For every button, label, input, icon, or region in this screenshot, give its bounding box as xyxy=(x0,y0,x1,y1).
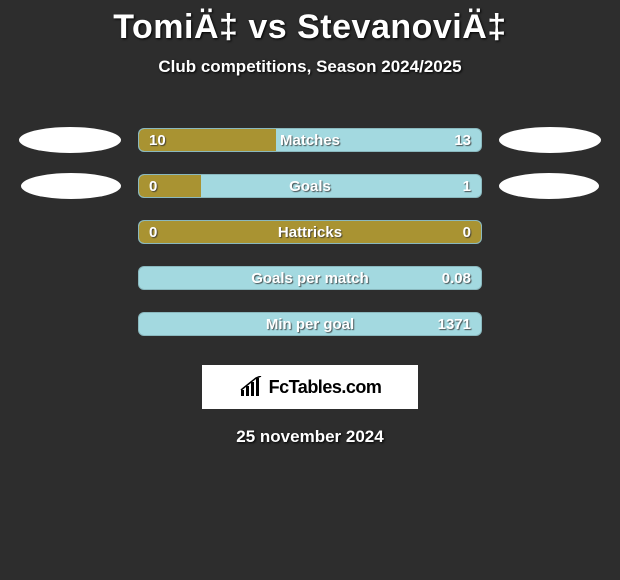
stat-bar: Min per goal1371 xyxy=(138,312,482,336)
stat-right-value: 1 xyxy=(463,175,471,197)
page-title: TomiÄ‡ vs StevanoviÄ‡ xyxy=(0,0,620,47)
stat-label: Min per goal xyxy=(139,313,481,335)
stat-row: Min per goal1371 xyxy=(0,301,620,347)
stat-bar: Goals per match0.08 xyxy=(138,266,482,290)
player-right-marker xyxy=(499,127,601,153)
stat-row: 10Matches13 xyxy=(0,117,620,163)
stat-row: 0Goals1 xyxy=(0,163,620,209)
stat-row: Goals per match0.08 xyxy=(0,255,620,301)
stat-bar: 10Matches13 xyxy=(138,128,482,152)
logo-text: FcTables.com xyxy=(269,377,382,398)
chart-date: 25 november 2024 xyxy=(0,427,620,447)
stat-bar: 0Goals1 xyxy=(138,174,482,198)
stat-label: Goals per match xyxy=(139,267,481,289)
stat-right-value: 13 xyxy=(454,129,471,151)
player-left-marker xyxy=(19,127,121,153)
comparison-chart: 10Matches13 0Goals1 0Hattricks0 Goals per m… xyxy=(0,117,620,347)
stat-bar-left-fill xyxy=(139,175,201,197)
stat-right-value: 1371 xyxy=(438,313,471,335)
stat-bar-left-fill xyxy=(139,129,276,151)
chart-icon xyxy=(239,376,265,398)
player-left-marker xyxy=(21,173,121,199)
page-subtitle: Club competitions, Season 2024/2025 xyxy=(0,57,620,77)
stat-row: 0Hattricks0 xyxy=(0,209,620,255)
stat-bar: 0Hattricks0 xyxy=(138,220,482,244)
stat-right-value: 0.08 xyxy=(442,267,471,289)
stat-bar-left-fill xyxy=(139,221,481,243)
player-right-marker xyxy=(499,173,599,199)
site-logo[interactable]: FcTables.com xyxy=(202,365,418,409)
